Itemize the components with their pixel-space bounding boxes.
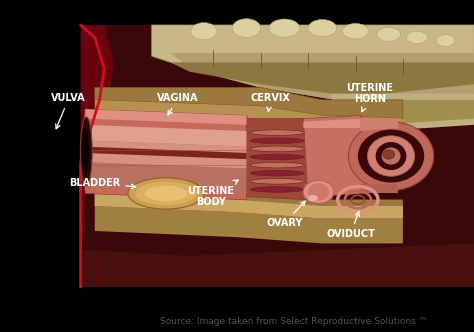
Ellipse shape [191, 23, 217, 40]
Text: CERVIX: CERVIX [250, 93, 290, 111]
Ellipse shape [128, 178, 204, 209]
Text: BLADDER: BLADDER [69, 178, 136, 189]
Ellipse shape [250, 170, 304, 176]
Polygon shape [171, 62, 474, 97]
Polygon shape [0, 0, 81, 312]
Text: UTERINE
BODY: UTERINE BODY [187, 180, 238, 208]
Ellipse shape [358, 129, 424, 183]
Polygon shape [81, 243, 474, 287]
Ellipse shape [250, 162, 304, 168]
Ellipse shape [250, 138, 304, 143]
Ellipse shape [342, 23, 369, 39]
Polygon shape [171, 53, 474, 103]
Polygon shape [95, 206, 403, 243]
Text: OVARY: OVARY [266, 201, 305, 228]
Ellipse shape [308, 195, 318, 202]
Polygon shape [360, 119, 398, 131]
Polygon shape [356, 100, 474, 125]
Ellipse shape [250, 187, 304, 192]
Polygon shape [360, 184, 398, 194]
Polygon shape [85, 125, 246, 147]
Text: OVIDUCT: OVIDUCT [326, 211, 375, 239]
Polygon shape [303, 119, 360, 128]
Ellipse shape [348, 122, 434, 190]
Polygon shape [95, 187, 403, 218]
Ellipse shape [250, 179, 304, 184]
Polygon shape [95, 194, 403, 218]
Ellipse shape [382, 147, 401, 165]
Polygon shape [85, 140, 246, 169]
Text: Source: Image taken from Select Reproductive Solutions ™: Source: Image taken from Select Reproduc… [160, 317, 428, 326]
Ellipse shape [308, 183, 329, 201]
Polygon shape [85, 109, 246, 125]
Polygon shape [81, 25, 474, 287]
Ellipse shape [367, 136, 415, 176]
Ellipse shape [377, 27, 401, 42]
Polygon shape [85, 162, 246, 194]
Polygon shape [81, 109, 256, 200]
Polygon shape [85, 147, 246, 159]
Polygon shape [303, 116, 370, 197]
Text: VAGINA: VAGINA [157, 93, 199, 115]
Ellipse shape [145, 186, 187, 201]
Polygon shape [81, 25, 114, 287]
Polygon shape [152, 25, 474, 103]
Ellipse shape [250, 130, 304, 135]
Ellipse shape [250, 154, 304, 160]
Ellipse shape [80, 117, 92, 186]
Ellipse shape [406, 31, 428, 44]
Ellipse shape [135, 182, 197, 205]
Text: UTERINE
HORN: UTERINE HORN [346, 83, 393, 112]
Ellipse shape [303, 180, 334, 204]
Ellipse shape [383, 150, 394, 159]
Ellipse shape [82, 126, 89, 176]
Ellipse shape [232, 19, 261, 38]
Ellipse shape [436, 35, 455, 46]
Ellipse shape [250, 146, 304, 152]
Ellipse shape [308, 20, 337, 37]
Polygon shape [332, 94, 474, 131]
Ellipse shape [269, 19, 300, 37]
Polygon shape [95, 87, 403, 119]
Polygon shape [0, 0, 474, 312]
Text: VULVA: VULVA [51, 93, 86, 129]
Polygon shape [246, 119, 313, 200]
Ellipse shape [375, 142, 406, 170]
Polygon shape [95, 100, 403, 131]
